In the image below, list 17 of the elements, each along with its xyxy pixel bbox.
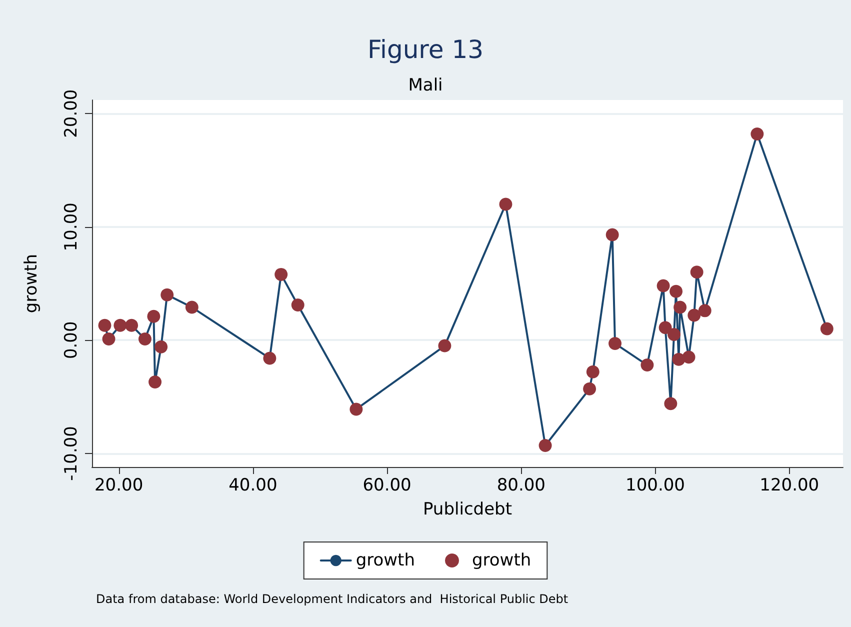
legend-label: growth [472,550,532,570]
x-tick-label: 20.00 [94,476,144,496]
y-tick-label: 0.00 [62,321,82,360]
x-tick-label: 40.00 [228,476,278,496]
y-tick-label: 10.00 [62,202,82,252]
chart-title: Figure 13 [367,35,484,64]
y-tick-label: 20.00 [62,89,82,138]
x-tick-label: 80.00 [496,476,546,496]
x-tick-label: 60.00 [362,476,412,496]
x-axis-title: Publicdebt [422,500,512,520]
legend-label: growth [356,550,416,570]
y-tick-label: -10.00 [62,426,82,481]
x-tick-label: 100.00 [626,476,685,496]
chart-subtitle: Mali [408,76,443,96]
y-axis-title: growth [22,254,42,314]
x-tick-label: 120.00 [760,476,820,496]
text: Data from database: World Development Indicators and Historical Public Debt [96,592,568,606]
